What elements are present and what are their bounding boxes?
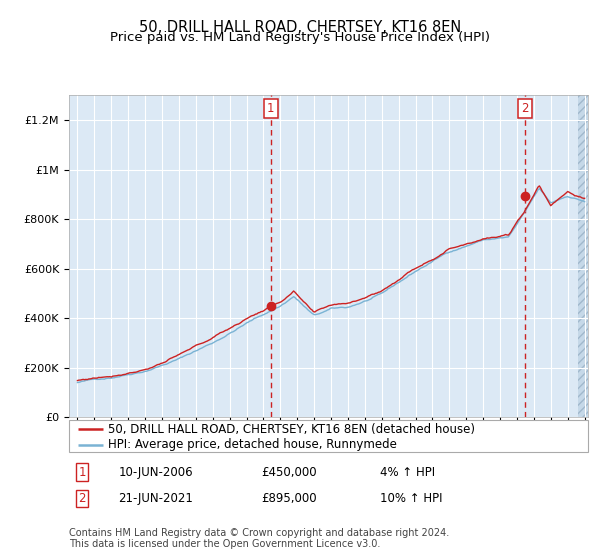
Text: 2: 2 bbox=[78, 492, 86, 505]
Text: £450,000: £450,000 bbox=[261, 465, 317, 479]
Text: 50, DRILL HALL ROAD, CHERTSEY, KT16 8EN: 50, DRILL HALL ROAD, CHERTSEY, KT16 8EN bbox=[139, 20, 461, 35]
Text: HPI: Average price, detached house, Runnymede: HPI: Average price, detached house, Runn… bbox=[108, 438, 397, 451]
Text: 10-JUN-2006: 10-JUN-2006 bbox=[118, 465, 193, 479]
Text: 1: 1 bbox=[78, 465, 86, 479]
Text: 2: 2 bbox=[521, 102, 529, 115]
Text: Price paid vs. HM Land Registry's House Price Index (HPI): Price paid vs. HM Land Registry's House … bbox=[110, 31, 490, 44]
Text: Contains HM Land Registry data © Crown copyright and database right 2024.
This d: Contains HM Land Registry data © Crown c… bbox=[69, 528, 449, 549]
Text: £895,000: £895,000 bbox=[261, 492, 317, 505]
Text: 1: 1 bbox=[267, 102, 275, 115]
Text: 10% ↑ HPI: 10% ↑ HPI bbox=[380, 492, 443, 505]
Text: 4% ↑ HPI: 4% ↑ HPI bbox=[380, 465, 436, 479]
FancyBboxPatch shape bbox=[69, 420, 588, 452]
Bar bbox=[578, 95, 588, 417]
Text: 50, DRILL HALL ROAD, CHERTSEY, KT16 8EN (detached house): 50, DRILL HALL ROAD, CHERTSEY, KT16 8EN … bbox=[108, 423, 475, 436]
Text: 21-JUN-2021: 21-JUN-2021 bbox=[118, 492, 193, 505]
